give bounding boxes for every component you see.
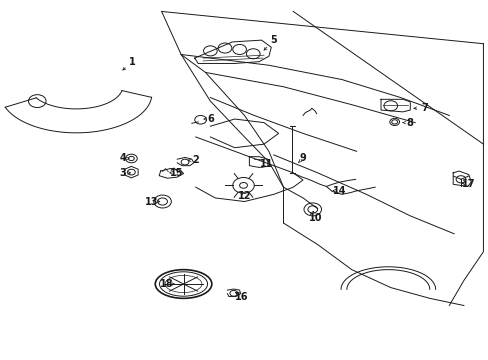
Text: 5: 5 (270, 35, 277, 45)
Text: 3: 3 (119, 168, 126, 178)
Text: 15: 15 (169, 168, 183, 178)
Text: 13: 13 (145, 197, 158, 207)
Text: 16: 16 (235, 292, 248, 302)
Text: 17: 17 (461, 179, 474, 189)
Text: 4: 4 (119, 153, 126, 163)
Text: 1: 1 (129, 57, 136, 67)
Text: 18: 18 (160, 279, 173, 289)
Text: 11: 11 (259, 159, 273, 169)
Text: 12: 12 (237, 191, 251, 201)
Text: 10: 10 (308, 213, 321, 222)
Text: 8: 8 (406, 118, 413, 128)
Text: 6: 6 (206, 114, 213, 124)
Text: 2: 2 (192, 155, 199, 165)
Text: 9: 9 (299, 153, 306, 163)
Text: 14: 14 (332, 186, 346, 196)
Text: 7: 7 (421, 103, 427, 113)
